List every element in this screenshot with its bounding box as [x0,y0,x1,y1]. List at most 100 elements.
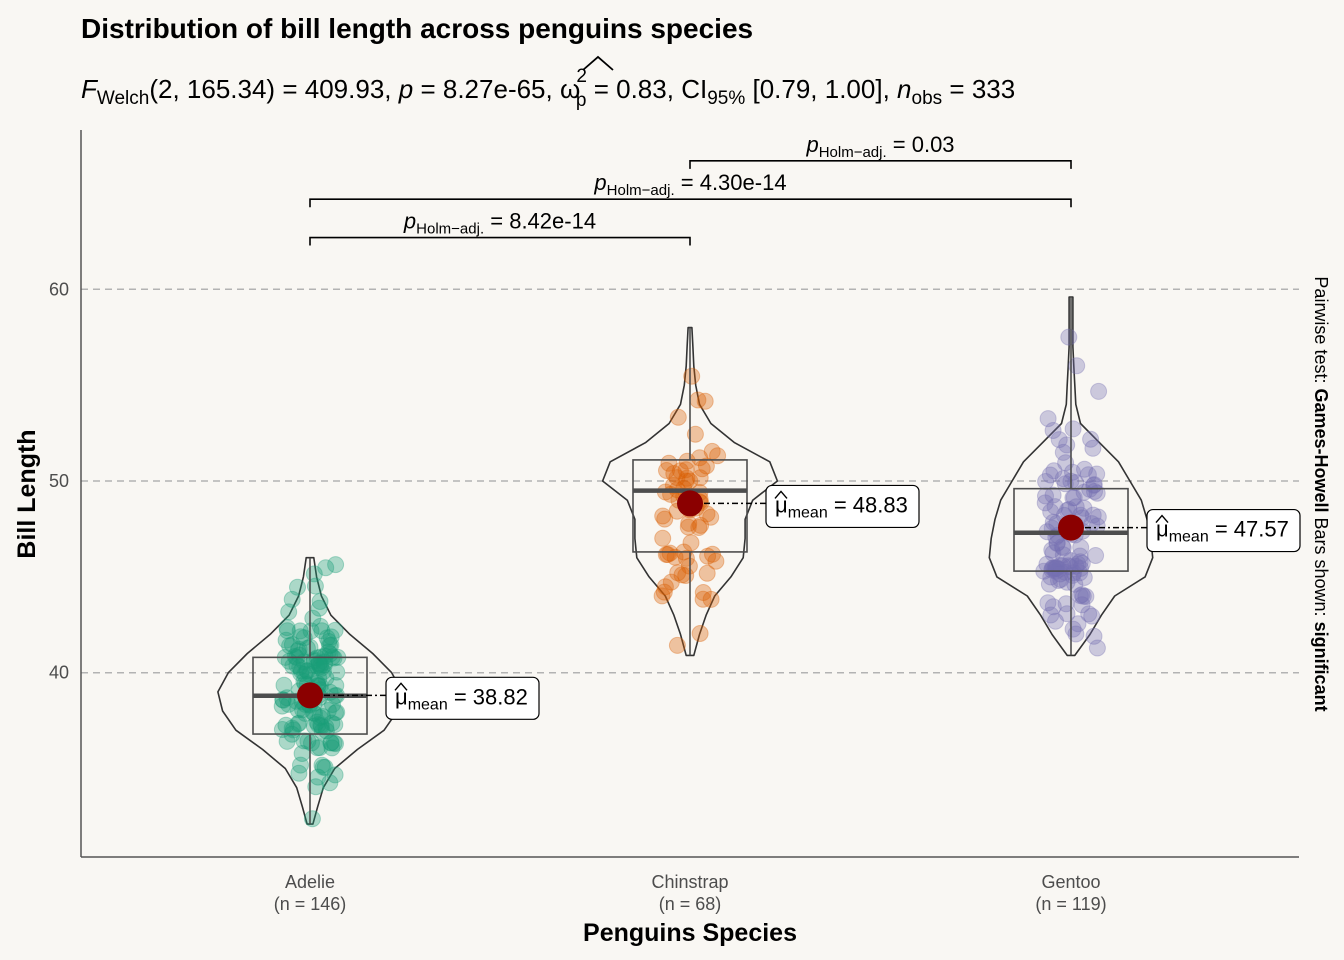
data-point-gentoo [1065,421,1081,437]
data-point-gentoo [1046,463,1062,479]
data-point-adelie [315,759,331,775]
caption-mid: Bars shown: [1311,513,1331,622]
tick-labels: 405060Adelie(n = 146)Chinstrap(n = 68)Ge… [49,279,1107,914]
x-tick-count-gentoo: (n = 119) [1035,894,1106,914]
data-point-chinstrap [654,588,670,604]
data-point-adelie [289,657,305,673]
data-point-chinstrap [684,368,700,384]
data-point-gentoo [1080,467,1096,483]
data-point-chinstrap [699,565,715,581]
pairwise-bracket-2 [690,161,1071,169]
mean-sub: mean [788,504,828,521]
pairwise-p-symbol: p [593,170,606,195]
pairwise-bracket-1 [310,199,1071,207]
subtitle-n-sub: obs [912,88,943,109]
data-point-adelie [319,630,335,646]
mean-eq: = [1209,517,1234,542]
data-point-gentoo [1045,423,1061,439]
boxplots [253,297,1128,824]
data-point-chinstrap [678,550,694,566]
data-point-adelie [279,620,295,636]
data-point-adelie [328,557,344,573]
subtitle-ci-sub: 95% [707,88,745,109]
mean-value: 47.57 [1234,517,1289,542]
data-point-chinstrap [669,637,685,653]
data-point-adelie [304,811,320,827]
mean-eq: = [448,684,473,709]
data-point-gentoo [1085,440,1101,456]
data-point-gentoo [1086,628,1102,644]
mean-point-adelie [297,682,323,708]
subtitle-sep-2: , [546,74,553,104]
pairwise-eq: = [675,170,700,195]
subtitle-sep-4: , [883,74,890,104]
mean-sub: mean [1169,529,1209,546]
pairwise-p-sub: Holm−adj. [607,182,675,199]
subtitle-eq-1: = [282,74,297,104]
data-point-chinstrap [683,535,699,551]
data-point-gentoo [1073,540,1089,556]
subtitle-n-value: 333 [972,74,1015,104]
pairwise-p-sub: Holm−adj. [819,144,887,161]
x-tick-label-adelie: Adelie [285,872,335,892]
data-point-chinstrap [655,530,671,546]
chart-subtitle: FWelch(2, 165.34) = 409.93, p = 8.27e-65… [81,66,1015,111]
data-point-chinstrap [697,393,713,409]
data-point-adelie [306,718,322,734]
y-tick-label-60: 60 [49,279,69,299]
data-point-chinstrap [670,565,686,581]
caption-shown: significant [1311,622,1331,712]
pairwise-label-0: pHolm−adj. = 8.42e-14 [403,209,596,238]
subtitle-f-sub: Welch [97,88,149,109]
subtitle-ci-value: [0.79, 1.00] [752,74,882,104]
pairwise-value: 4.30e-14 [700,170,787,195]
data-point-chinstrap [700,548,716,564]
data-point-gentoo [1047,499,1063,515]
data-point-chinstrap [670,409,686,425]
data-point-gentoo [1059,437,1075,453]
data-point-gentoo [1059,574,1075,590]
x-tick-count-chinstrap: (n = 68) [659,894,722,914]
pairwise-label-1: pHolm−adj. = 4.30e-14 [593,170,786,199]
data-point-chinstrap [681,515,697,531]
pairwise-p-sub: Holm−adj. [416,221,484,238]
subtitle-p-symbol: p [398,74,413,104]
y-axis-title: Bill Length [13,429,41,558]
y-tick-label-40: 40 [49,663,69,683]
pairwise-value: 0.03 [912,132,955,157]
data-point-adelie [284,591,300,607]
caption-test: Games-Howell [1311,388,1331,512]
pairwise-bracket-0 [310,238,690,246]
subtitle-eq-2: = [420,74,435,104]
caption-prefix: Pairwise test: [1311,276,1331,388]
data-point-gentoo [1088,548,1104,564]
mean-value: 48.83 [853,492,908,517]
data-point-adelie [311,600,327,616]
subtitle-ci-label: CI [681,74,707,104]
subtitle-sep-3: , [667,74,674,104]
data-point-adelie [291,641,307,657]
subtitle-n-symbol: n [897,74,911,104]
pairwise-caption: Pairwise test: Games-Howell Bars shown: … [1311,276,1331,711]
x-tick-label-gentoo: Gentoo [1041,872,1100,892]
data-point-gentoo [1063,553,1079,569]
mean-eq: = [828,492,853,517]
data-point-chinstrap [692,626,708,642]
data-point-chinstrap [682,473,698,489]
subtitle-f-args: (2, 165.34) [149,74,275,104]
data-point-chinstrap [662,545,678,561]
data-point-gentoo [1081,606,1097,622]
x-axis-title: Penguins Species [583,919,797,947]
data-point-gentoo [1065,621,1081,637]
data-point-chinstrap [695,591,711,607]
subtitle-p-value: 8.27e-65 [443,74,546,104]
x-tick-count-adelie: (n = 146) [274,894,347,914]
data-point-adelie [323,735,339,751]
pairwise-eq: = [887,132,912,157]
pairwise-p-symbol: p [805,132,818,157]
pairwise-label-2: pHolm−adj. = 0.03 [805,132,954,161]
y-tick-label-50: 50 [49,471,69,491]
subtitle-sep-1: , [384,74,391,104]
data-point-gentoo [1040,595,1056,611]
